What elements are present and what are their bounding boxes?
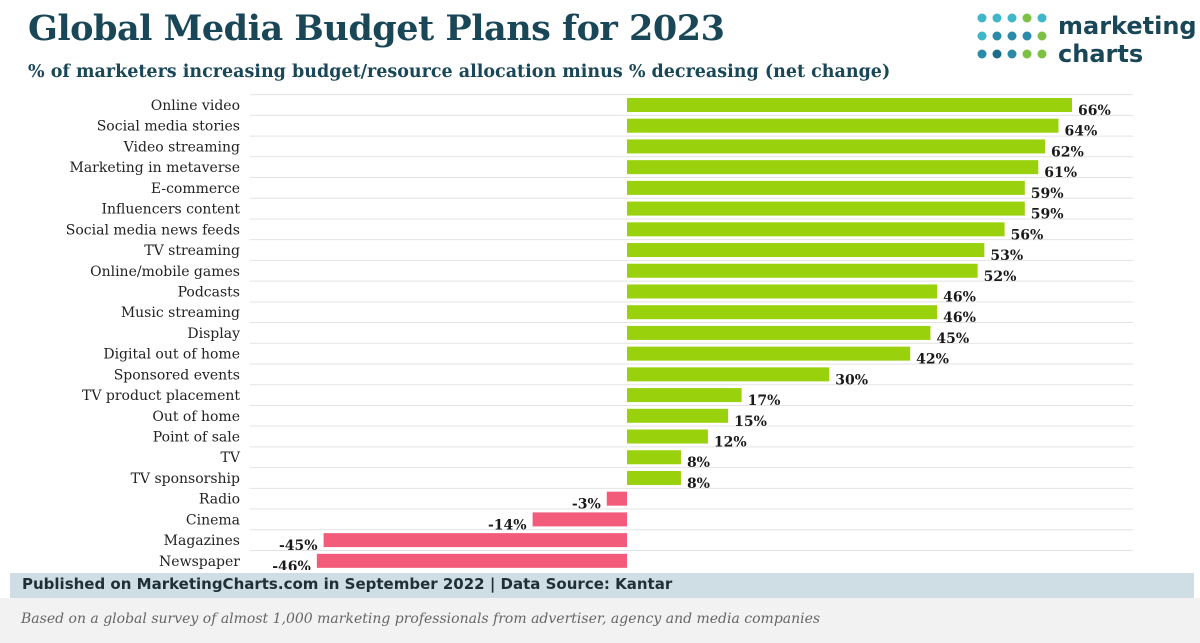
value-label: 62% [1051, 144, 1084, 160]
logo-dot [992, 49, 1002, 59]
category-label: Digital out of home [103, 347, 240, 363]
logo-dot [1037, 31, 1047, 41]
logo-dot [1037, 49, 1047, 59]
value-label: 45% [936, 331, 969, 347]
bar [627, 284, 938, 299]
value-label: 59% [1031, 207, 1064, 223]
value-label: 8% [687, 455, 710, 471]
value-label: 17% [748, 393, 781, 409]
bar [627, 160, 1039, 175]
category-label: Radio [199, 492, 240, 508]
logo-dots-icon [977, 13, 1047, 59]
category-label: TV streaming [144, 243, 240, 259]
logo-dot [1022, 13, 1032, 23]
bar [627, 470, 681, 485]
logo-text-charts: charts [1058, 40, 1144, 68]
category-label: Cinema [186, 512, 240, 528]
bar [627, 243, 985, 258]
category-label: Newspaper [159, 554, 240, 570]
value-label: 8% [687, 476, 710, 492]
logo-dot [1037, 13, 1047, 23]
category-label: TV product placement [82, 388, 240, 404]
category-label: Display [187, 326, 240, 342]
bar-chart: Online video 66% Social media stories 64% Vi… [66, 94, 1133, 570]
bar [627, 222, 1005, 237]
bar [627, 408, 729, 423]
bar [316, 553, 627, 568]
category-label: Podcasts [178, 284, 240, 300]
category-label: Marketing in metaverse [69, 160, 240, 176]
chart-title: Global Media Budget Plans for 2023 [28, 8, 725, 49]
value-label: 64% [1065, 124, 1098, 140]
logo-text-marketing: marketing [1058, 12, 1197, 40]
bar [627, 325, 931, 340]
bar [323, 533, 627, 548]
value-label: 46% [943, 310, 976, 326]
category-label: Online/mobile games [90, 264, 240, 280]
logo-dot [1007, 31, 1017, 41]
bar [627, 450, 681, 465]
value-label: 59% [1031, 186, 1064, 202]
logo-dot [1007, 49, 1017, 59]
bar [627, 201, 1025, 216]
survey-note-bar: Based on a global survey of almost 1,000… [0, 598, 1200, 643]
bar [627, 388, 742, 403]
category-label: Social media stories [97, 119, 240, 135]
logo-dot [992, 13, 1002, 23]
logo-dot [977, 31, 987, 41]
value-label: -45% [279, 538, 318, 554]
logo-dot [977, 13, 987, 23]
value-label: -14% [488, 517, 527, 533]
value-label: 15% [734, 414, 767, 430]
value-label: 52% [984, 269, 1017, 285]
source-text: Published on MarketingCharts.com in Sept… [22, 575, 673, 593]
bar [627, 118, 1059, 133]
bar [627, 263, 978, 278]
category-label: Video streaming [123, 139, 240, 155]
bar [627, 429, 708, 444]
category-label: Online video [151, 98, 240, 114]
category-label: E-commerce [151, 181, 240, 197]
value-label: 53% [990, 248, 1023, 264]
bar [627, 139, 1046, 154]
category-label: TV [221, 450, 241, 466]
marketingcharts-logo: marketing charts [976, 10, 1197, 72]
bar [627, 98, 1072, 112]
logo-dot [1022, 31, 1032, 41]
logo-dot [1007, 13, 1017, 23]
bar [532, 512, 627, 527]
value-label: 46% [943, 289, 976, 305]
value-label: 42% [916, 352, 949, 368]
logo-dot [977, 49, 987, 59]
chart-subtitle: % of marketers increasing budget/resourc… [28, 62, 891, 82]
value-label: 12% [714, 435, 747, 451]
category-label: Sponsored events [114, 367, 240, 383]
category-label: Social media news feeds [66, 222, 240, 238]
survey-note-text: Based on a global survey of almost 1,000… [21, 611, 821, 627]
source-bar: Published on MarketingCharts.com in Sept… [10, 573, 1194, 598]
bar [627, 305, 938, 320]
category-label: Influencers content [102, 202, 241, 218]
value-label: 61% [1044, 165, 1077, 181]
category-label: Out of home [152, 409, 240, 425]
bar [606, 491, 627, 506]
category-label: Point of sale [153, 430, 240, 446]
bar [627, 180, 1025, 195]
category-label: Magazines [164, 533, 240, 549]
value-label: 56% [1011, 227, 1044, 243]
category-label: Music streaming [121, 305, 240, 321]
bar [627, 367, 830, 382]
value-label: -46% [272, 559, 311, 570]
logo-dot [992, 31, 1002, 41]
value-label: 30% [835, 372, 868, 388]
bar [627, 346, 911, 361]
value-label: 66% [1078, 103, 1111, 119]
category-label: TV sponsorship [131, 471, 240, 487]
logo-dot [1022, 49, 1032, 59]
value-label: -3% [572, 497, 601, 513]
